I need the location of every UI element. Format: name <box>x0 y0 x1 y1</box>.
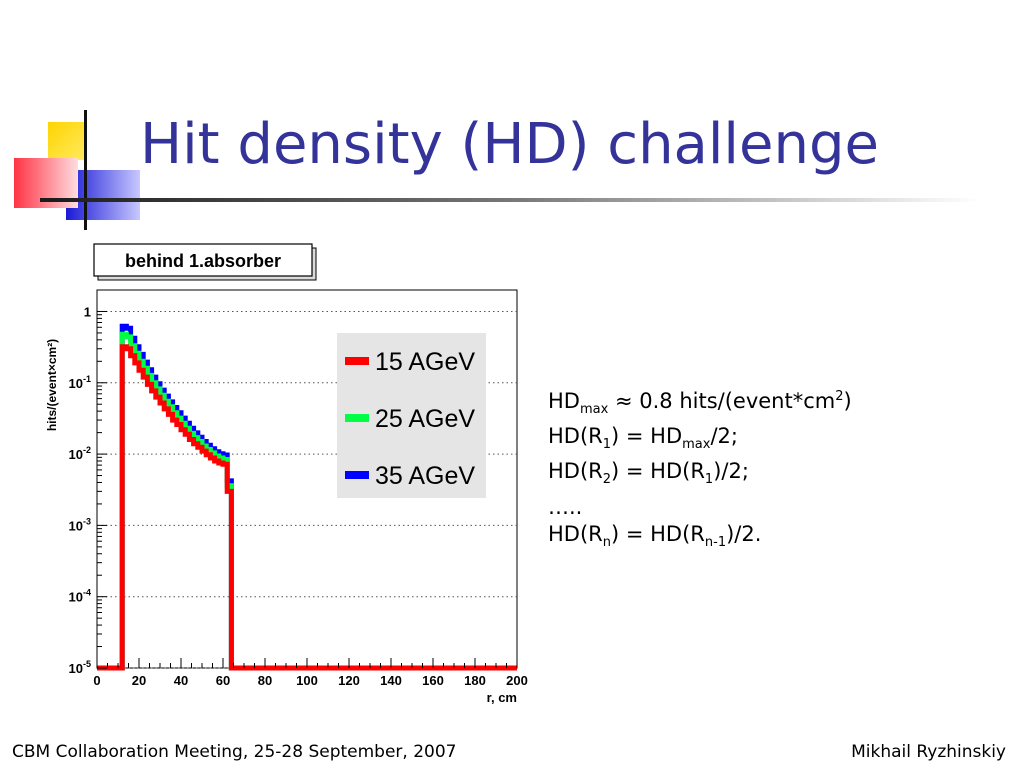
legend-entry-label: 25 AGeV <box>375 405 475 433</box>
text-span: HD <box>548 389 580 413</box>
footer-meeting: CBM Collaboration Meeting, 25-28 Septemb… <box>12 742 457 762</box>
legend-entry-label: 35 AGeV <box>375 462 475 490</box>
hit-density-chart: behind 1.absorber 0 20 40 60 80 100 120 140 160 1… <box>45 243 528 705</box>
text-sub: n-1 <box>704 534 727 550</box>
x-tick-label: 140 <box>380 673 402 688</box>
y-tick-label: 10-2 <box>69 445 91 462</box>
text-span: HD(R <box>548 424 603 449</box>
chart-title: behind 1.absorber <box>125 251 281 271</box>
text-sub: 1 <box>602 437 612 453</box>
series-line-15-agev <box>97 344 517 671</box>
text-span: HD(R <box>548 459 603 484</box>
x-tick-label: 160 <box>422 673 444 688</box>
decorative-logo <box>14 110 140 230</box>
legend-swatch <box>345 471 369 479</box>
text-sub: 2 <box>602 472 612 488</box>
text-span: ) = HD(R <box>611 521 705 546</box>
slide-title: Hit density (HD) challenge <box>140 112 879 177</box>
text-span: ) = HD <box>611 424 683 449</box>
text-span: )/2. <box>726 521 762 546</box>
text-line-1: HDmax ≈ 0.8 hits/(event*cm2) <box>548 383 852 423</box>
y-tick-label: 10-3 <box>69 516 91 533</box>
text-sub: max <box>579 402 609 418</box>
text-span: ) = HD(R <box>611 459 705 484</box>
title-divider <box>40 198 980 202</box>
text-sup: 2 <box>835 389 844 404</box>
x-tick-label: 60 <box>216 673 230 688</box>
text-span: HD(R <box>548 521 603 546</box>
x-tick-label: 180 <box>464 673 486 688</box>
text-line-3: HD(R2) = HD(R1)/2; <box>548 458 852 493</box>
text-line-4: ….. <box>548 494 583 519</box>
legend-swatch <box>345 414 369 422</box>
x-tick-label: 20 <box>132 673 146 688</box>
text-span: ≈ 0.8 hits/(event*cm <box>608 389 836 413</box>
text-span: )/2; <box>713 459 749 484</box>
y-tick-label: 10-5 <box>69 659 91 676</box>
axes: 0 20 40 60 80 100 120 140 160 180 200 10-5 10-4 10-3 1… <box>69 289 528 688</box>
series-line-25-agev <box>97 331 517 671</box>
y-axis-label: hits/(event×cm²) <box>45 339 59 431</box>
text-sub: n <box>602 534 611 550</box>
y-tick-label: 10-1 <box>69 374 91 391</box>
x-tick-label: 100 <box>296 673 318 688</box>
text-sub: 1 <box>704 472 714 488</box>
text-span: ) <box>843 389 852 413</box>
series-layer <box>97 323 517 671</box>
text-line-5: HD(Rn) = HD(Rn-1)/2. <box>548 521 852 556</box>
text-line-2: HD(R1) = HDmax/2; <box>548 423 852 458</box>
y-tick-label: 1 <box>84 304 91 319</box>
text-sub: max <box>682 437 711 453</box>
legend-swatch <box>345 357 369 365</box>
x-tick-label: 40 <box>174 673 188 688</box>
legend: 15 AGeV 25 AGeV 35 AGeV <box>337 333 486 498</box>
hd-definition-text: HDmax ≈ 0.8 hits/(event*cm2) HD(R1) = HD… <box>548 383 852 556</box>
x-tick-label: 200 <box>506 673 528 688</box>
chart-title-box: behind 1.absorber <box>93 243 317 281</box>
text-span: /2; <box>710 424 738 449</box>
x-tick-label: 0 <box>93 673 100 688</box>
x-axis-label: r, cm <box>487 690 517 705</box>
y-tick-label: 10-4 <box>69 588 91 605</box>
legend-entry-label: 15 AGeV <box>375 348 475 376</box>
footer-author: Mikhail Ryzhinskiy <box>851 742 1006 762</box>
x-tick-label: 120 <box>338 673 360 688</box>
x-tick-label: 80 <box>258 673 272 688</box>
